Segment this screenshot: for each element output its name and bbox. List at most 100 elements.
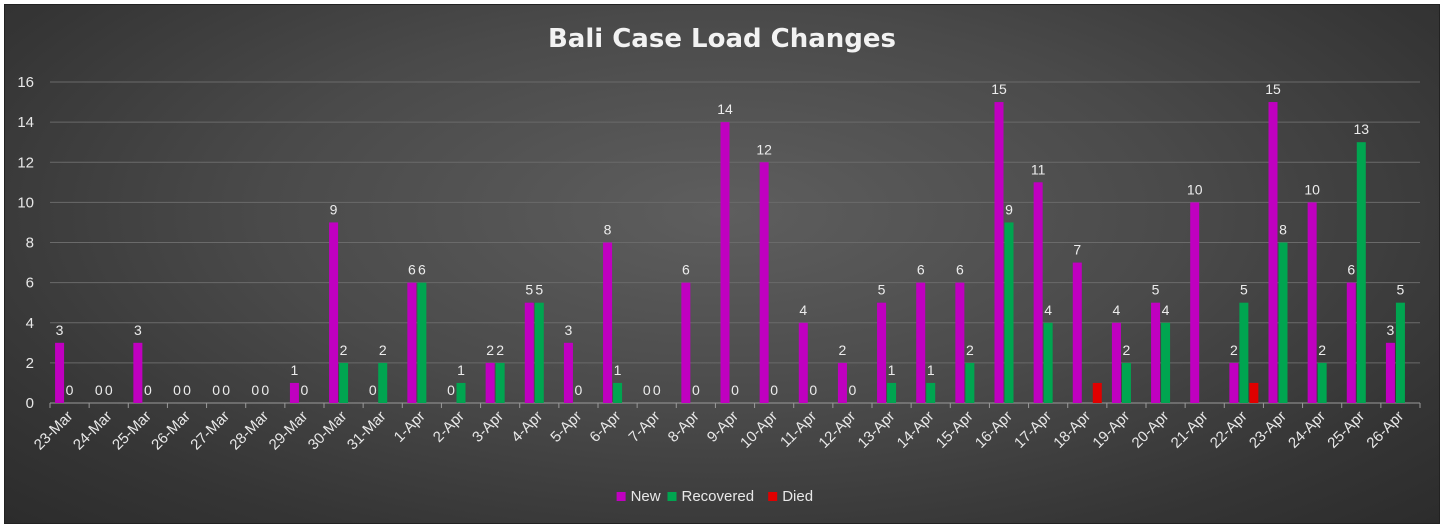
bar-new-3-Apr	[485, 362, 495, 403]
data-label-new: 10	[1304, 181, 1320, 197]
data-label-new: 4	[799, 302, 807, 318]
bar-new-26-Apr	[1385, 342, 1395, 403]
data-label-recovered: 0	[653, 382, 661, 398]
data-label-new: 3	[134, 322, 142, 338]
bar-new-8-Apr	[681, 282, 691, 403]
x-tick-label: 7-Apr	[626, 408, 664, 446]
bar-new-4-Apr	[524, 302, 534, 403]
data-label-new: 2	[1230, 342, 1238, 358]
data-label-recovered: 9	[1005, 201, 1013, 217]
data-label-new: 5	[878, 282, 886, 298]
x-tick-label: 9-Apr	[704, 408, 742, 446]
x-tick-label: 23-Mar	[31, 408, 77, 454]
x-tick-label: 23-Apr	[1246, 408, 1290, 452]
bar-new-23-Mar	[55, 342, 65, 403]
bar-recovered-19-Apr	[1121, 362, 1131, 403]
bar-new-25-Mar	[133, 342, 143, 403]
data-label-new: 4	[1113, 302, 1121, 318]
bar-new-20-Apr	[1151, 302, 1161, 403]
data-label-recovered: 0	[183, 382, 191, 398]
data-label-new: 12	[756, 141, 772, 157]
bar-new-16-Apr	[994, 102, 1004, 403]
data-label-new: 2	[486, 342, 494, 358]
data-label-new: 3	[565, 322, 573, 338]
bar-died-18-Apr	[1092, 382, 1102, 403]
data-label-recovered: 2	[496, 342, 504, 358]
bar-new-1-Apr	[407, 282, 417, 403]
data-label-new: 0	[212, 382, 220, 398]
gridlines	[50, 81, 1420, 404]
bar-recovered-1-Apr	[417, 282, 427, 403]
bar-recovered-20-Apr	[1161, 322, 1171, 403]
bar-new-13-Apr	[877, 302, 887, 403]
data-label-new: 0	[369, 382, 377, 398]
legend-swatch-new	[616, 492, 626, 501]
x-tick-label: 6-Apr	[586, 408, 624, 446]
bar-new-22-Apr	[1229, 362, 1239, 403]
data-label-recovered: 5	[1240, 282, 1248, 298]
bar-recovered-22-Apr	[1239, 302, 1249, 403]
data-label-recovered: 0	[144, 382, 152, 398]
legend: New Recovered Died	[616, 488, 813, 505]
bar-recovered-26-Apr	[1395, 302, 1405, 403]
data-label-new: 15	[1265, 81, 1281, 97]
bar-recovered-24-Apr	[1317, 362, 1327, 403]
bar-new-9-Apr	[720, 122, 730, 403]
bar-new-30-Mar	[329, 222, 339, 403]
data-label-recovered: 1	[614, 362, 622, 378]
x-tick-label: 26-Mar	[148, 408, 194, 454]
data-label-new: 6	[682, 262, 690, 278]
x-tick-label: 25-Mar	[109, 408, 155, 454]
data-label-recovered: 2	[379, 342, 387, 358]
bar-died-22-Apr	[1249, 382, 1259, 403]
bar-new-18-Apr	[1072, 262, 1082, 403]
data-label-recovered: 5	[1397, 282, 1405, 298]
x-tick-label: 4-Apr	[508, 408, 546, 446]
data-label-recovered: 1	[927, 362, 935, 378]
bar-new-15-Apr	[955, 282, 965, 403]
data-label-new: 10	[1187, 181, 1203, 197]
data-label-new: 14	[717, 101, 733, 117]
data-label-recovered: 6	[418, 262, 426, 278]
data-label-new: 3	[1387, 322, 1395, 338]
data-label-recovered: 4	[1162, 302, 1170, 318]
y-tick-label: 8	[26, 235, 34, 252]
bar-recovered-2-Apr	[456, 382, 466, 403]
data-label-new: 2	[839, 342, 847, 358]
data-label-new: 7	[1073, 242, 1081, 258]
bar-recovered-31-Mar	[378, 362, 388, 403]
x-tick-label: 21-Apr	[1168, 408, 1212, 452]
bar-new-5-Apr	[563, 342, 573, 403]
x-tick-label: 2-Apr	[430, 408, 468, 446]
data-label-recovered: 0	[809, 382, 817, 398]
data-label-new: 6	[408, 262, 416, 278]
bar-new-10-Apr	[759, 162, 769, 403]
x-tick-label: 15-Apr	[933, 408, 977, 452]
data-label-recovered: 0	[222, 382, 230, 398]
bar-new-17-Apr	[1033, 182, 1043, 403]
data-label-new: 8	[604, 222, 612, 238]
x-tick-label: 24-Mar	[70, 408, 116, 454]
data-label-new: 5	[525, 282, 533, 298]
bar-new-11-Apr	[798, 322, 808, 403]
x-tick-label: 1-Apr	[391, 408, 429, 446]
data-label-recovered: 0	[301, 382, 309, 398]
x-tick-label: 31-Mar	[344, 408, 390, 454]
data-label-new: 11	[1031, 161, 1046, 177]
y-tick-label: 6	[26, 275, 34, 292]
data-label-new: 3	[56, 322, 64, 338]
data-label-new: 1	[291, 362, 299, 378]
legend-label-died: Died	[782, 488, 813, 505]
bar-new-6-Apr	[603, 242, 613, 403]
data-label-new: 0	[251, 382, 259, 398]
bar-recovered-17-Apr	[1043, 322, 1053, 403]
bar-new-23-Apr	[1268, 102, 1278, 403]
bar-new-29-Mar	[289, 382, 299, 403]
data-label-new: 6	[1347, 262, 1355, 278]
chart-title: Bali Case Load Changes	[548, 24, 896, 54]
x-tick-label: 3-Apr	[469, 408, 507, 446]
y-tick-label: 2	[26, 355, 34, 372]
data-label-recovered: 2	[966, 342, 974, 358]
x-tick-label: 17-Apr	[1011, 408, 1055, 452]
bar-recovered-30-Mar	[339, 362, 349, 403]
